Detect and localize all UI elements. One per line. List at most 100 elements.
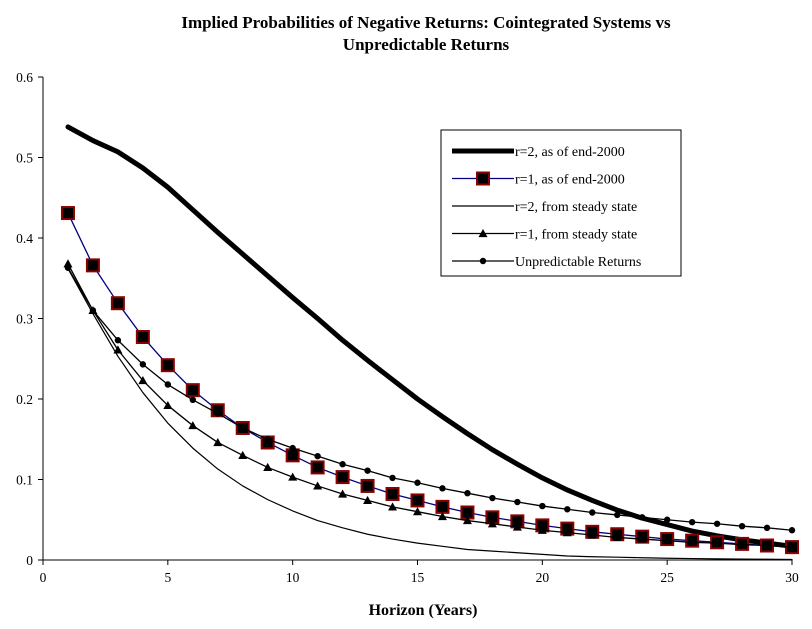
data-point bbox=[85, 258, 100, 273]
y-tick-label: 0.4 bbox=[16, 231, 33, 246]
data-point bbox=[464, 489, 471, 497]
data-point bbox=[414, 479, 421, 486]
data-point bbox=[763, 524, 771, 531]
data-point bbox=[512, 522, 522, 531]
data-point bbox=[612, 532, 622, 542]
data-point bbox=[389, 474, 396, 482]
data-point bbox=[639, 514, 646, 521]
chart-title-line-1: Implied Probabilities of Negative Return… bbox=[181, 13, 671, 32]
data-point bbox=[164, 381, 172, 388]
series-line bbox=[67, 212, 793, 548]
data-point bbox=[360, 478, 375, 493]
series-5 bbox=[64, 264, 796, 534]
data-point bbox=[110, 296, 125, 311]
data-point bbox=[688, 518, 696, 526]
legend-item-5: Unpredictable Returns bbox=[452, 255, 641, 270]
data-point bbox=[589, 509, 596, 516]
data-point bbox=[335, 470, 350, 485]
series-line bbox=[67, 267, 793, 561]
data-point bbox=[189, 396, 196, 404]
data-point bbox=[539, 502, 546, 510]
data-point bbox=[435, 499, 450, 514]
data-point bbox=[737, 540, 747, 549]
data-point bbox=[113, 345, 123, 354]
legend-label: r=1, from steady state bbox=[515, 228, 637, 243]
series-line bbox=[67, 263, 793, 548]
series-4 bbox=[63, 259, 797, 551]
data-point bbox=[238, 450, 248, 459]
data-point bbox=[437, 512, 447, 521]
y-tick-label: 0.3 bbox=[16, 312, 33, 327]
data-point bbox=[564, 506, 571, 513]
x-tick-label: 15 bbox=[411, 570, 425, 585]
data-point bbox=[263, 462, 273, 472]
x-axis-label: Horizon (Years) bbox=[369, 602, 478, 619]
data-point bbox=[139, 361, 147, 368]
x-tick-label: 30 bbox=[785, 570, 799, 585]
chart-title-line-2: Unpredictable Returns bbox=[343, 35, 510, 54]
data-point bbox=[388, 502, 398, 511]
series-3 bbox=[67, 267, 793, 561]
data-point bbox=[239, 424, 246, 432]
legend-label: Unpredictable Returns bbox=[515, 255, 641, 270]
data-point bbox=[537, 525, 547, 534]
data-point bbox=[587, 530, 597, 539]
data-point bbox=[63, 259, 73, 268]
data-point bbox=[188, 421, 198, 430]
data-point bbox=[339, 461, 346, 468]
data-point bbox=[338, 489, 348, 498]
data-point bbox=[662, 536, 672, 545]
data-point bbox=[413, 507, 422, 516]
data-point bbox=[310, 460, 325, 475]
data-point bbox=[787, 542, 797, 551]
data-point bbox=[288, 472, 298, 481]
plot-series bbox=[60, 124, 799, 561]
x-tick-label: 10 bbox=[286, 570, 300, 585]
data-point bbox=[762, 541, 772, 550]
data-point bbox=[687, 537, 697, 546]
data-point bbox=[89, 307, 97, 314]
x-tick-label: 25 bbox=[660, 570, 674, 585]
data-point bbox=[135, 330, 150, 345]
series-line bbox=[67, 267, 793, 531]
data-point bbox=[462, 516, 472, 525]
data-point bbox=[514, 498, 521, 506]
x-tick-label: 0 bbox=[40, 570, 47, 585]
legend-label: r=2, as of end-2000 bbox=[515, 145, 625, 160]
y-tick-label: 0.6 bbox=[16, 70, 33, 85]
data-point bbox=[663, 516, 671, 523]
data-point bbox=[788, 527, 796, 534]
legend-box bbox=[440, 129, 682, 277]
data-point bbox=[264, 436, 271, 443]
data-point bbox=[385, 486, 400, 501]
data-point bbox=[214, 410, 221, 417]
data-point bbox=[637, 534, 647, 543]
x-tick-label: 5 bbox=[164, 570, 171, 585]
y-tick-label: 0.2 bbox=[16, 392, 33, 407]
data-point bbox=[364, 467, 371, 474]
legend: r=2, as of end-2000 r=1, as of end-2000 r=… bbox=[440, 129, 682, 277]
legend-label: r=2, from steady state bbox=[515, 200, 637, 215]
data-point bbox=[163, 400, 173, 410]
legend-label: r=1, as of end-2000 bbox=[515, 173, 625, 188]
data-point bbox=[138, 375, 148, 385]
y-tick-label: 0.1 bbox=[16, 473, 33, 488]
y-tick-label: 0.5 bbox=[16, 151, 33, 166]
data-point bbox=[614, 511, 621, 519]
x-tick-label: 20 bbox=[536, 570, 550, 585]
data-point bbox=[289, 444, 296, 452]
data-point bbox=[713, 520, 721, 527]
data-point bbox=[313, 481, 323, 490]
data-point bbox=[489, 494, 496, 502]
data-point bbox=[60, 206, 75, 221]
legend-swatch-marker bbox=[476, 171, 490, 186]
data-point bbox=[410, 493, 425, 508]
legend-item-4: r=1, from steady state bbox=[452, 228, 637, 243]
legend-item-2: r=1, as of end-2000 bbox=[452, 171, 625, 188]
series-1 bbox=[65, 124, 795, 549]
data-point bbox=[712, 538, 722, 547]
data-point bbox=[314, 452, 321, 460]
legend-swatch-marker bbox=[478, 229, 488, 238]
